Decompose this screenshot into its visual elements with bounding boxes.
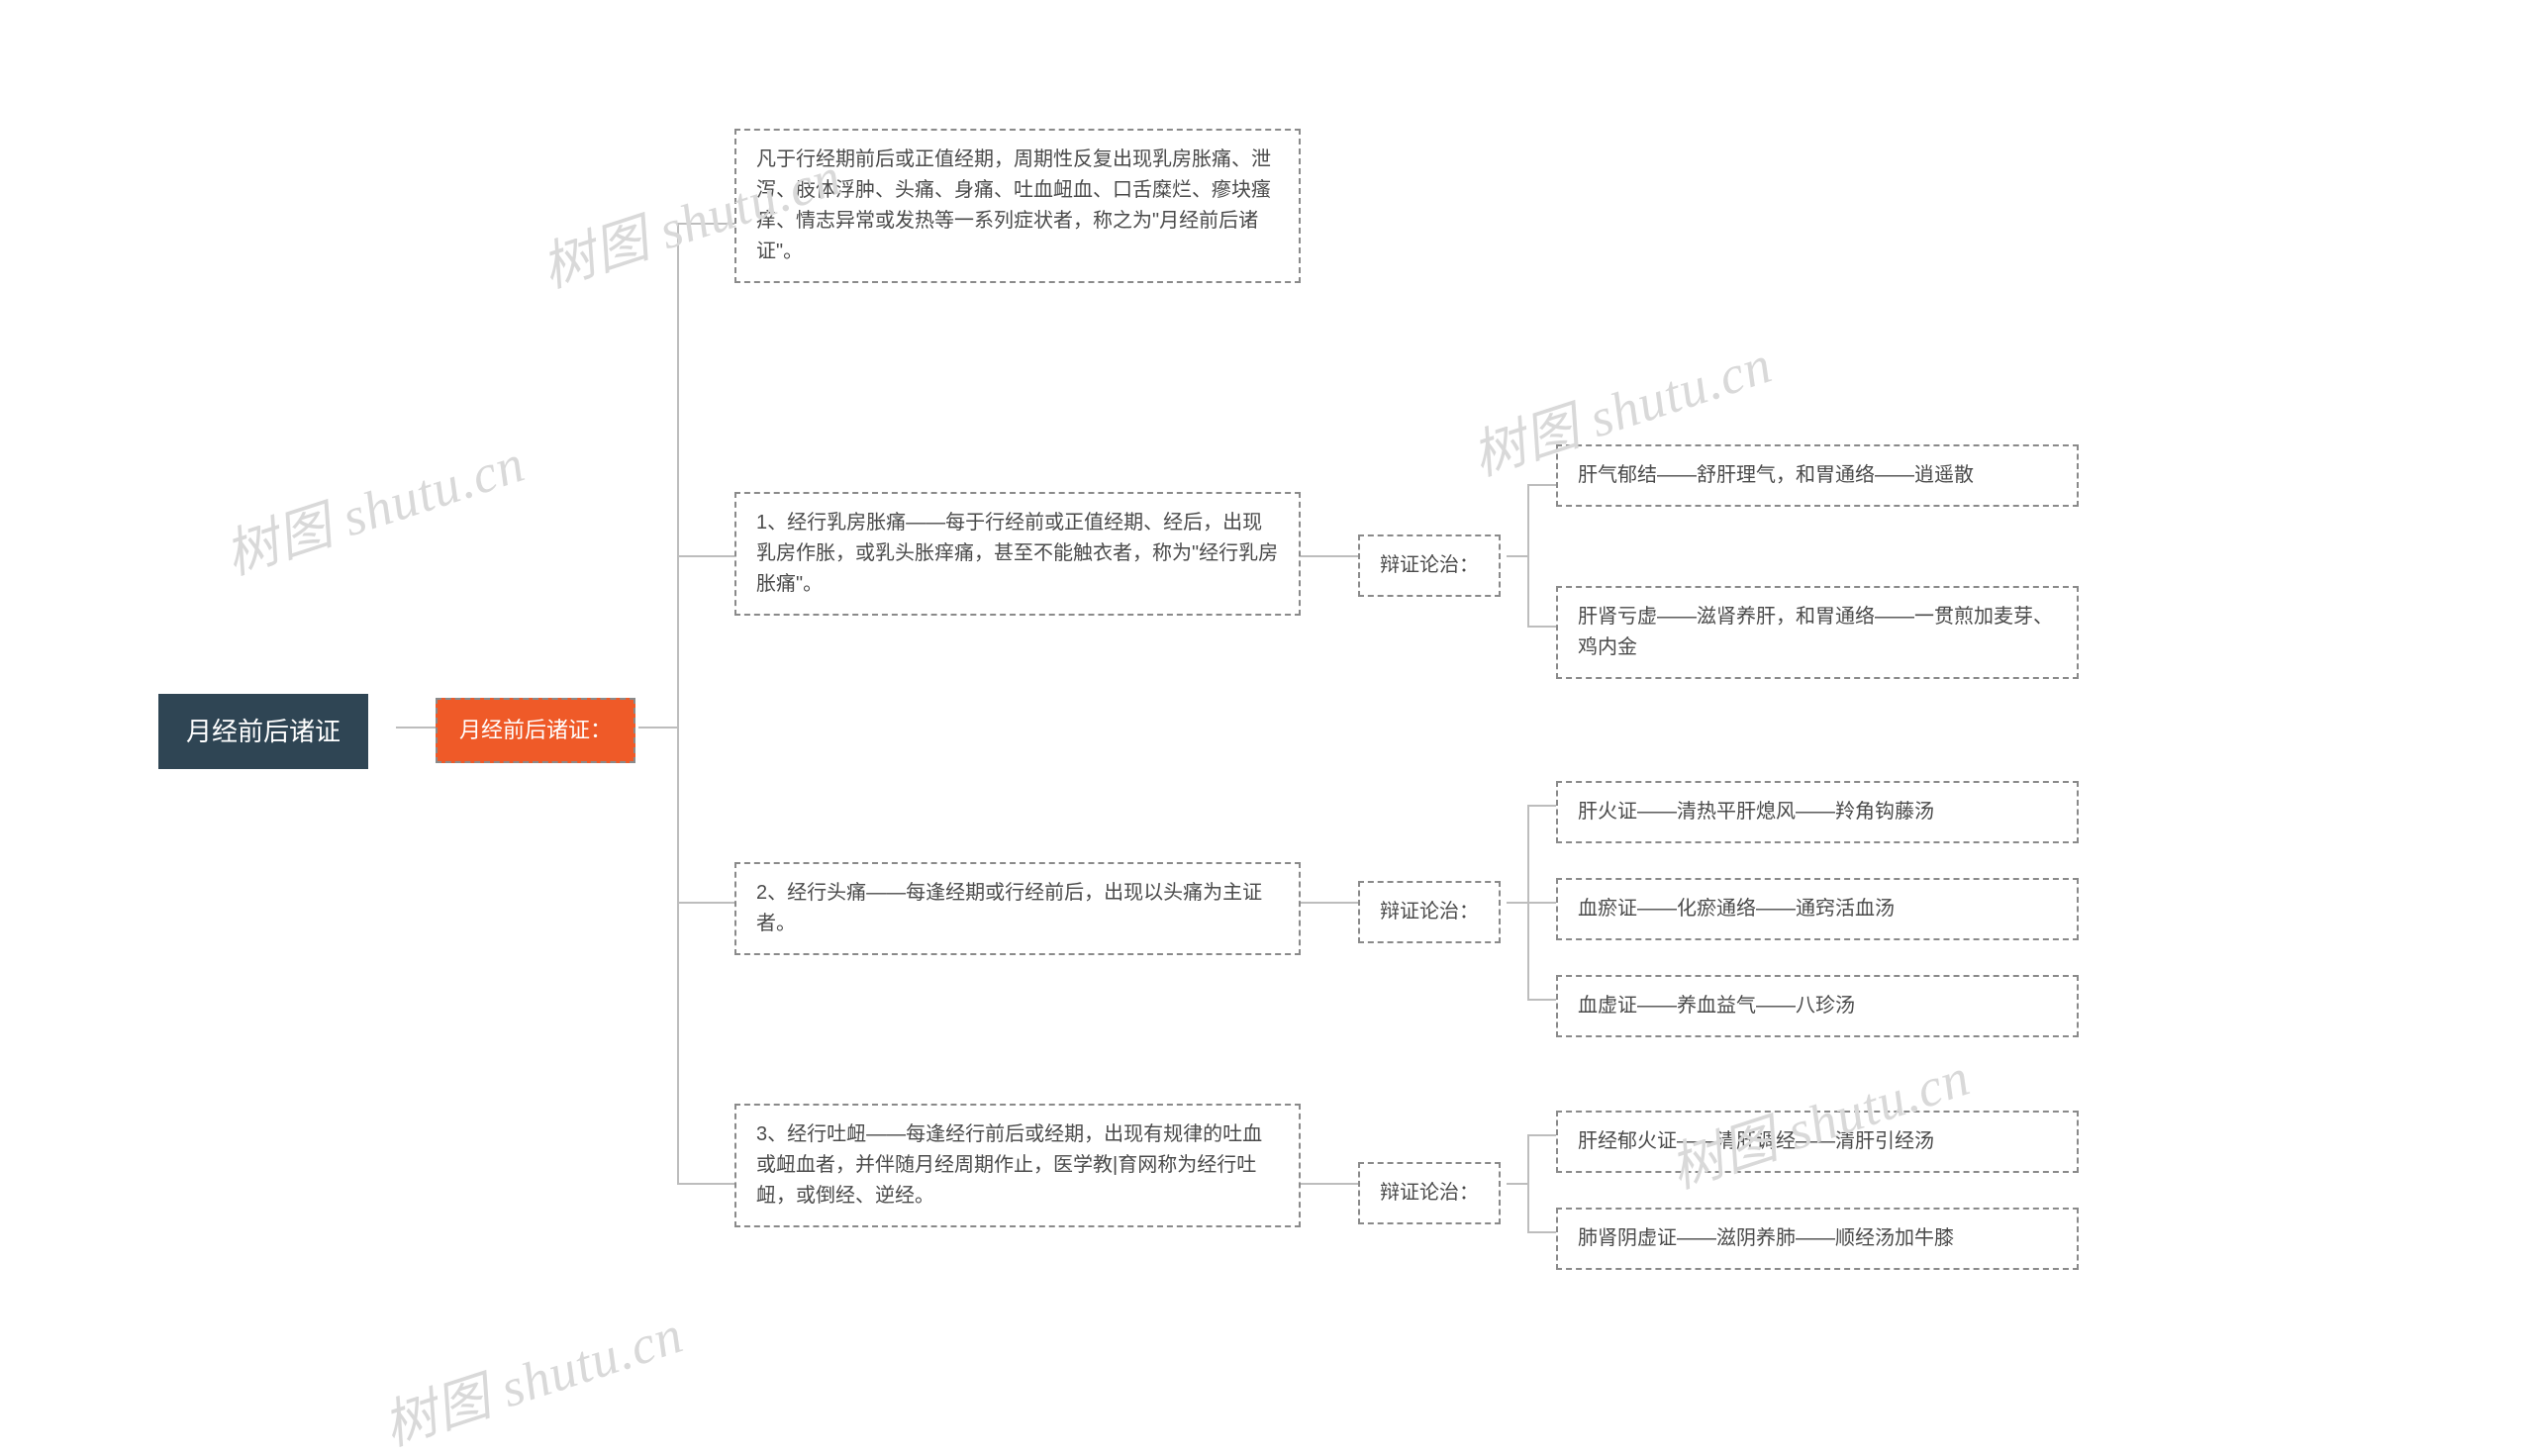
leaf-item1-0: 肝气郁结——舒肝理气，和胃通络——逍遥散 <box>1556 444 2079 507</box>
leaf-item2-1: 血瘀证——化瘀通络——通窍活血汤 <box>1556 878 2079 940</box>
bianzheng-label-item1: 辩证论治： <box>1358 534 1501 597</box>
bianzheng-label-item3: 辩证论治： <box>1358 1162 1501 1224</box>
mindmap-level1: 月经前后诸证： <box>436 698 635 763</box>
level2-node-item2: 2、经行头痛——每逢经期或行经前后，出现以头痛为主证者。 <box>734 862 1301 955</box>
bianzheng-label-item2: 辩证论治： <box>1358 881 1501 943</box>
leaf-item3-1: 肺肾阴虚证——滋阴养肺——顺经汤加牛膝 <box>1556 1208 2079 1270</box>
level2-node-intro: 凡于行经期前后或正值经期，周期性反复出现乳房胀痛、泄泻、肢体浮肿、头痛、身痛、吐… <box>734 129 1301 283</box>
leaf-item2-2: 血虚证——养血益气——八珍汤 <box>1556 975 2079 1037</box>
level2-node-item1: 1、经行乳房胀痛——每于行经前或正值经期、经后，出现乳房作胀，或乳头胀痒痛，甚至… <box>734 492 1301 616</box>
mindmap-root: 月经前后诸证 <box>158 694 368 769</box>
leaf-item3-0: 肝经郁火证——清肝调经——清肝引经汤 <box>1556 1111 2079 1173</box>
watermark: 树图 shutu.cn <box>213 419 533 589</box>
level2-node-item3: 3、经行吐衄——每逢经行前后或经期，出现有规律的吐血或衄血者，并伴随月经周期作止… <box>734 1104 1301 1227</box>
watermark: 树图 shutu.cn <box>371 1290 691 1456</box>
leaf-item1-1: 肝肾亏虚——滋肾养肝，和胃通络——一贯煎加麦芽、鸡内金 <box>1556 586 2079 679</box>
leaf-item2-0: 肝火证——清热平肝熄风——羚角钩藤汤 <box>1556 781 2079 843</box>
